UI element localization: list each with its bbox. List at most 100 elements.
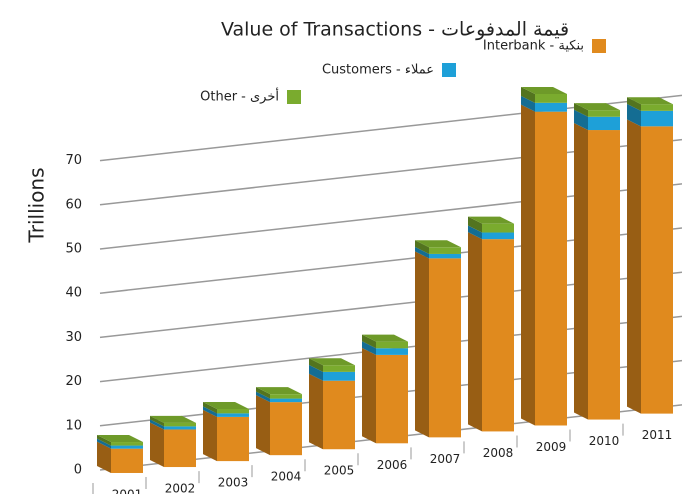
bar [429,247,461,254]
y-tick-label: 60 [65,197,82,212]
bar [217,413,249,417]
bar-side [203,409,217,462]
bar [535,111,567,426]
bar [323,380,355,450]
x-tick-label: 2003 [218,476,249,490]
bar-side [150,422,164,468]
bar-side [574,109,588,131]
bar [482,223,514,233]
bar [535,102,567,112]
x-tick-label: 2010 [589,434,620,448]
bar [588,130,620,420]
bar [164,422,196,427]
y-tick-label: 20 [65,374,82,389]
bar [323,371,355,381]
bar [429,253,461,259]
bar [270,398,302,403]
bar-side [521,86,535,103]
y-tick-label: 50 [65,242,82,257]
bar-side [574,103,588,117]
bar-side [256,391,270,403]
bar [588,110,620,117]
bar-side [309,364,323,381]
bar-top [468,216,514,224]
bar-side [97,441,111,473]
bar-side [150,415,164,427]
bar-side [256,387,270,399]
bar-top [627,97,673,105]
bar-side [574,123,588,420]
bar [641,126,673,414]
bar-top [97,435,143,443]
bar-top [203,401,249,409]
bar-side [627,103,641,127]
bar [641,104,673,111]
bar-top [415,240,461,248]
y-tick-label: 30 [65,330,82,345]
bar [111,445,143,449]
y-tick-label: 0 [74,463,82,478]
x-tick-label: 2002 [165,482,196,494]
bar-side [468,232,482,432]
bar [376,341,408,349]
bar-side [256,395,270,456]
bar [376,348,408,355]
bar-top [309,358,355,366]
y-tick-label: 10 [65,418,82,433]
bar [641,110,673,127]
bar-side [521,95,535,112]
bar [164,429,196,468]
bar-side [309,358,323,372]
bar-side [627,97,641,111]
x-tick-label: 2005 [324,464,355,478]
bar [429,258,461,438]
bar-top [521,86,567,94]
bar-side [627,119,641,414]
x-tick-label: 2009 [536,440,567,454]
legend-swatch [592,39,606,53]
bar-side [203,401,217,414]
bar [376,354,408,444]
x-tick-label: 2007 [430,452,461,466]
chart-title: Value of Transactions - قيمة المدفوعات [221,19,569,41]
legend-swatch [287,90,301,104]
x-tick-label: 2006 [377,458,408,472]
bar-side [362,347,376,444]
bar-side [309,373,323,450]
bar [482,239,514,432]
legend-label: Customers - عملاء [322,63,434,78]
bar [535,93,567,103]
bar-side [415,251,429,438]
bar-side [203,406,217,417]
bar [217,416,249,462]
bar-top [256,387,302,395]
x-tick-label: 2011 [642,428,673,442]
bar [111,442,143,446]
legend-label: Interbank - بنكية [483,39,584,54]
bar-side [468,225,482,240]
bar-side [362,334,376,349]
bar-side [97,435,111,446]
legend-swatch [442,63,456,77]
y-tick-label: 70 [65,153,82,168]
bar-top [362,334,408,342]
bar [323,365,355,372]
bar-side [415,246,429,259]
y-tick-label: 40 [65,286,82,301]
bar-side [97,438,111,449]
y-axis-label: Trillions [25,167,49,243]
bar [482,232,514,240]
bar [270,394,302,399]
bar-side [415,240,429,254]
bar-side [521,104,535,426]
bar-side [150,419,164,430]
bar-top [150,415,196,423]
bar [588,116,620,131]
bar [270,402,302,456]
x-tick-label: 2001 [112,487,143,494]
x-tick-label: 2008 [483,446,514,460]
bar-top [574,103,620,111]
legend-label: Other - أخرى [200,88,279,105]
bar [217,408,249,414]
